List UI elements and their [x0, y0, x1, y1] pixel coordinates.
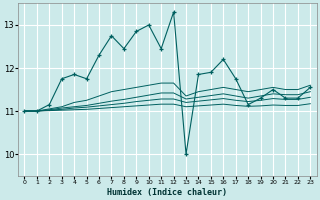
X-axis label: Humidex (Indice chaleur): Humidex (Indice chaleur): [108, 188, 228, 197]
